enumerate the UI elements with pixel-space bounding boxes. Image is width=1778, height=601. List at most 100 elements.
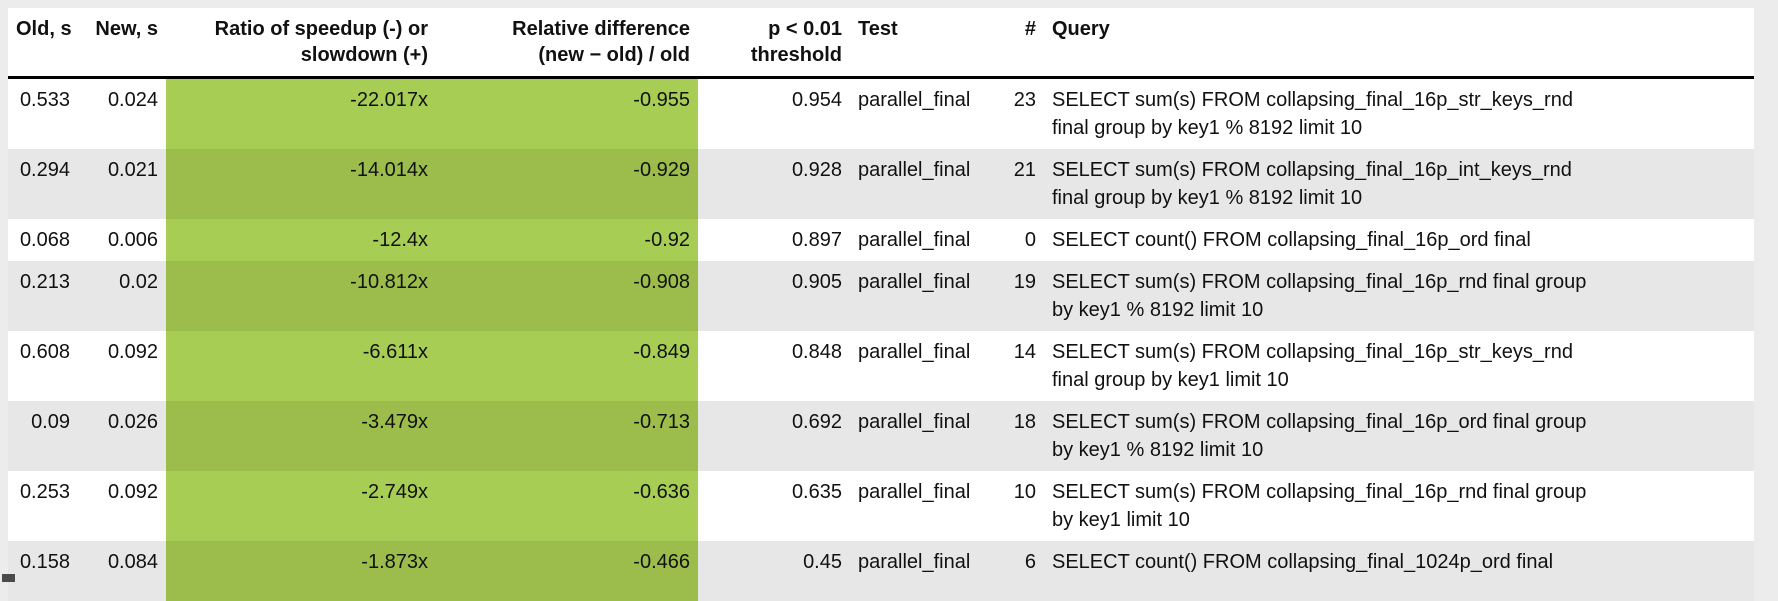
query-text-line1: SELECT sum(s) FROM collapsing_final_16p_… (1052, 268, 1746, 296)
cell-old-s: 0.608 (8, 331, 78, 401)
cell-p-threshold: 0.928 (698, 149, 850, 219)
cell-old-s: 0.253 (8, 471, 78, 541)
cell-test: parallel_final (850, 331, 1000, 401)
query-text-line1: SELECT sum(s) FROM collapsing_final_16p_… (1052, 86, 1746, 114)
cell-new-s: 0.092 (78, 331, 166, 401)
cell-test: parallel_final (850, 219, 1000, 261)
cell-test: parallel_final (850, 471, 1000, 541)
performance-comparison-table: Old, s New, s Ratio of speedup (-) or sl… (8, 8, 1754, 601)
table-row: 0.533 0.024 -22.017x -0.955 0.954 parall… (8, 78, 1754, 150)
speedup-table: Old, s New, s Ratio of speedup (-) or sl… (8, 8, 1754, 601)
cell-query: SELECT sum(s) FROM collapsing_final_16p_… (1044, 401, 1754, 471)
table-row: 0.068 0.006 -12.4x -0.92 0.897 parallel_… (8, 219, 1754, 261)
cell-query: SELECT sum(s) FROM collapsing_final_16p_… (1044, 331, 1754, 401)
cell-new-s: 0.02 (78, 261, 166, 331)
query-text-line1: SELECT sum(s) FROM collapsing_final_16p_… (1052, 478, 1746, 506)
cell-query-number: 18 (1000, 401, 1044, 471)
cell-speedup-ratio: -2.749x (166, 471, 436, 541)
cell-speedup-ratio: -22.017x (166, 78, 436, 150)
cell-old-s: 0.213 (8, 261, 78, 331)
cell-new-s: 0.026 (78, 401, 166, 471)
cell-p-threshold: 0.635 (698, 471, 850, 541)
table-row: 0.608 0.092 -6.611x -0.849 0.848 paralle… (8, 331, 1754, 401)
cell-query-number: 19 (1000, 261, 1044, 331)
query-text-line1: SELECT count() FROM collapsing_final_16p… (1052, 226, 1746, 254)
column-header-query: Query (1044, 8, 1754, 78)
cell-test: parallel_final (850, 149, 1000, 219)
cell-new-s: 0.024 (78, 78, 166, 150)
cell-query: SELECT sum(s) FROM collapsing_final_16p_… (1044, 149, 1754, 219)
cell-test: parallel_final (850, 78, 1000, 150)
query-text-line1: SELECT sum(s) FROM collapsing_final_16p_… (1052, 338, 1746, 366)
header-row: Old, s New, s Ratio of speedup (-) or sl… (8, 8, 1754, 78)
query-text-line1: SELECT count() FROM collapsing_final_102… (1052, 548, 1746, 576)
cell-relative-difference: -0.955 (436, 78, 698, 150)
cell-test: parallel_final (850, 541, 1000, 601)
table-row: 0.158 0.084 -1.873x -0.466 0.45 parallel… (8, 541, 1754, 601)
column-header-ratio: Ratio of speedup (-) or slowdown (+) (166, 8, 436, 78)
cell-p-threshold: 0.692 (698, 401, 850, 471)
cell-new-s: 0.084 (78, 541, 166, 601)
column-header-old-s: Old, s (8, 8, 78, 78)
query-text-line1: SELECT sum(s) FROM collapsing_final_16p_… (1052, 156, 1746, 184)
cell-old-s: 0.09 (8, 401, 78, 471)
cell-relative-difference: -0.908 (436, 261, 698, 331)
query-text-line2: by key1 % 8192 limit 10 (1052, 436, 1746, 464)
cell-relative-difference: -0.929 (436, 149, 698, 219)
cell-query-number: 0 (1000, 219, 1044, 261)
cell-new-s: 0.021 (78, 149, 166, 219)
cell-query: SELECT sum(s) FROM collapsing_final_16p_… (1044, 261, 1754, 331)
cell-relative-difference: -0.636 (436, 471, 698, 541)
cell-query: SELECT count() FROM collapsing_final_102… (1044, 541, 1754, 601)
cell-old-s: 0.294 (8, 149, 78, 219)
cell-relative-difference: -0.466 (436, 541, 698, 601)
query-text-line2: by key1 limit 10 (1052, 506, 1746, 534)
cell-query-number: 10 (1000, 471, 1044, 541)
cell-old-s: 0.068 (8, 219, 78, 261)
cell-p-threshold: 0.45 (698, 541, 850, 601)
query-text-line2: final group by key1 % 8192 limit 10 (1052, 114, 1746, 142)
query-text-line1: SELECT sum(s) FROM collapsing_final_16p_… (1052, 408, 1746, 436)
cell-test: parallel_final (850, 261, 1000, 331)
cell-p-threshold: 0.848 (698, 331, 850, 401)
cell-speedup-ratio: -6.611x (166, 331, 436, 401)
next-row-fragment (2, 574, 15, 582)
cell-old-s: 0.158 (8, 541, 78, 601)
cell-new-s: 0.006 (78, 219, 166, 261)
table-row: 0.213 0.02 -10.812x -0.908 0.905 paralle… (8, 261, 1754, 331)
cell-query: SELECT sum(s) FROM collapsing_final_16p_… (1044, 471, 1754, 541)
cell-p-threshold: 0.954 (698, 78, 850, 150)
query-text-line2: by key1 % 8192 limit 10 (1052, 296, 1746, 324)
table-row: 0.253 0.092 -2.749x -0.636 0.635 paralle… (8, 471, 1754, 541)
cell-query: SELECT count() FROM collapsing_final_16p… (1044, 219, 1754, 261)
column-header-new-s: New, s (78, 8, 166, 78)
cell-p-threshold: 0.897 (698, 219, 850, 261)
cell-test: parallel_final (850, 401, 1000, 471)
cell-query-number: 6 (1000, 541, 1044, 601)
table-header: Old, s New, s Ratio of speedup (-) or sl… (8, 8, 1754, 78)
cell-relative-difference: -0.92 (436, 219, 698, 261)
table-row: 0.294 0.021 -14.014x -0.929 0.928 parall… (8, 149, 1754, 219)
cell-speedup-ratio: -10.812x (166, 261, 436, 331)
cell-speedup-ratio: -1.873x (166, 541, 436, 601)
cell-old-s: 0.533 (8, 78, 78, 150)
cell-relative-difference: -0.713 (436, 401, 698, 471)
table-row: 0.09 0.026 -3.479x -0.713 0.692 parallel… (8, 401, 1754, 471)
column-header-number: # (1000, 8, 1044, 78)
cell-p-threshold: 0.905 (698, 261, 850, 331)
query-text-line2: final group by key1 % 8192 limit 10 (1052, 184, 1746, 212)
query-text-line2: final group by key1 limit 10 (1052, 366, 1746, 394)
cell-speedup-ratio: -14.014x (166, 149, 436, 219)
cell-query-number: 14 (1000, 331, 1044, 401)
column-header-test: Test (850, 8, 1000, 78)
table-body: 0.533 0.024 -22.017x -0.955 0.954 parall… (8, 78, 1754, 601)
cell-query-number: 23 (1000, 78, 1044, 150)
cell-query-number: 21 (1000, 149, 1044, 219)
cell-relative-difference: -0.849 (436, 331, 698, 401)
cell-speedup-ratio: -3.479x (166, 401, 436, 471)
column-header-relative-difference: Relative difference (new − old) / old (436, 8, 698, 78)
cell-query: SELECT sum(s) FROM collapsing_final_16p_… (1044, 78, 1754, 150)
cell-new-s: 0.092 (78, 471, 166, 541)
column-header-p-threshold: p < 0.01 threshold (698, 8, 850, 78)
cell-speedup-ratio: -12.4x (166, 219, 436, 261)
